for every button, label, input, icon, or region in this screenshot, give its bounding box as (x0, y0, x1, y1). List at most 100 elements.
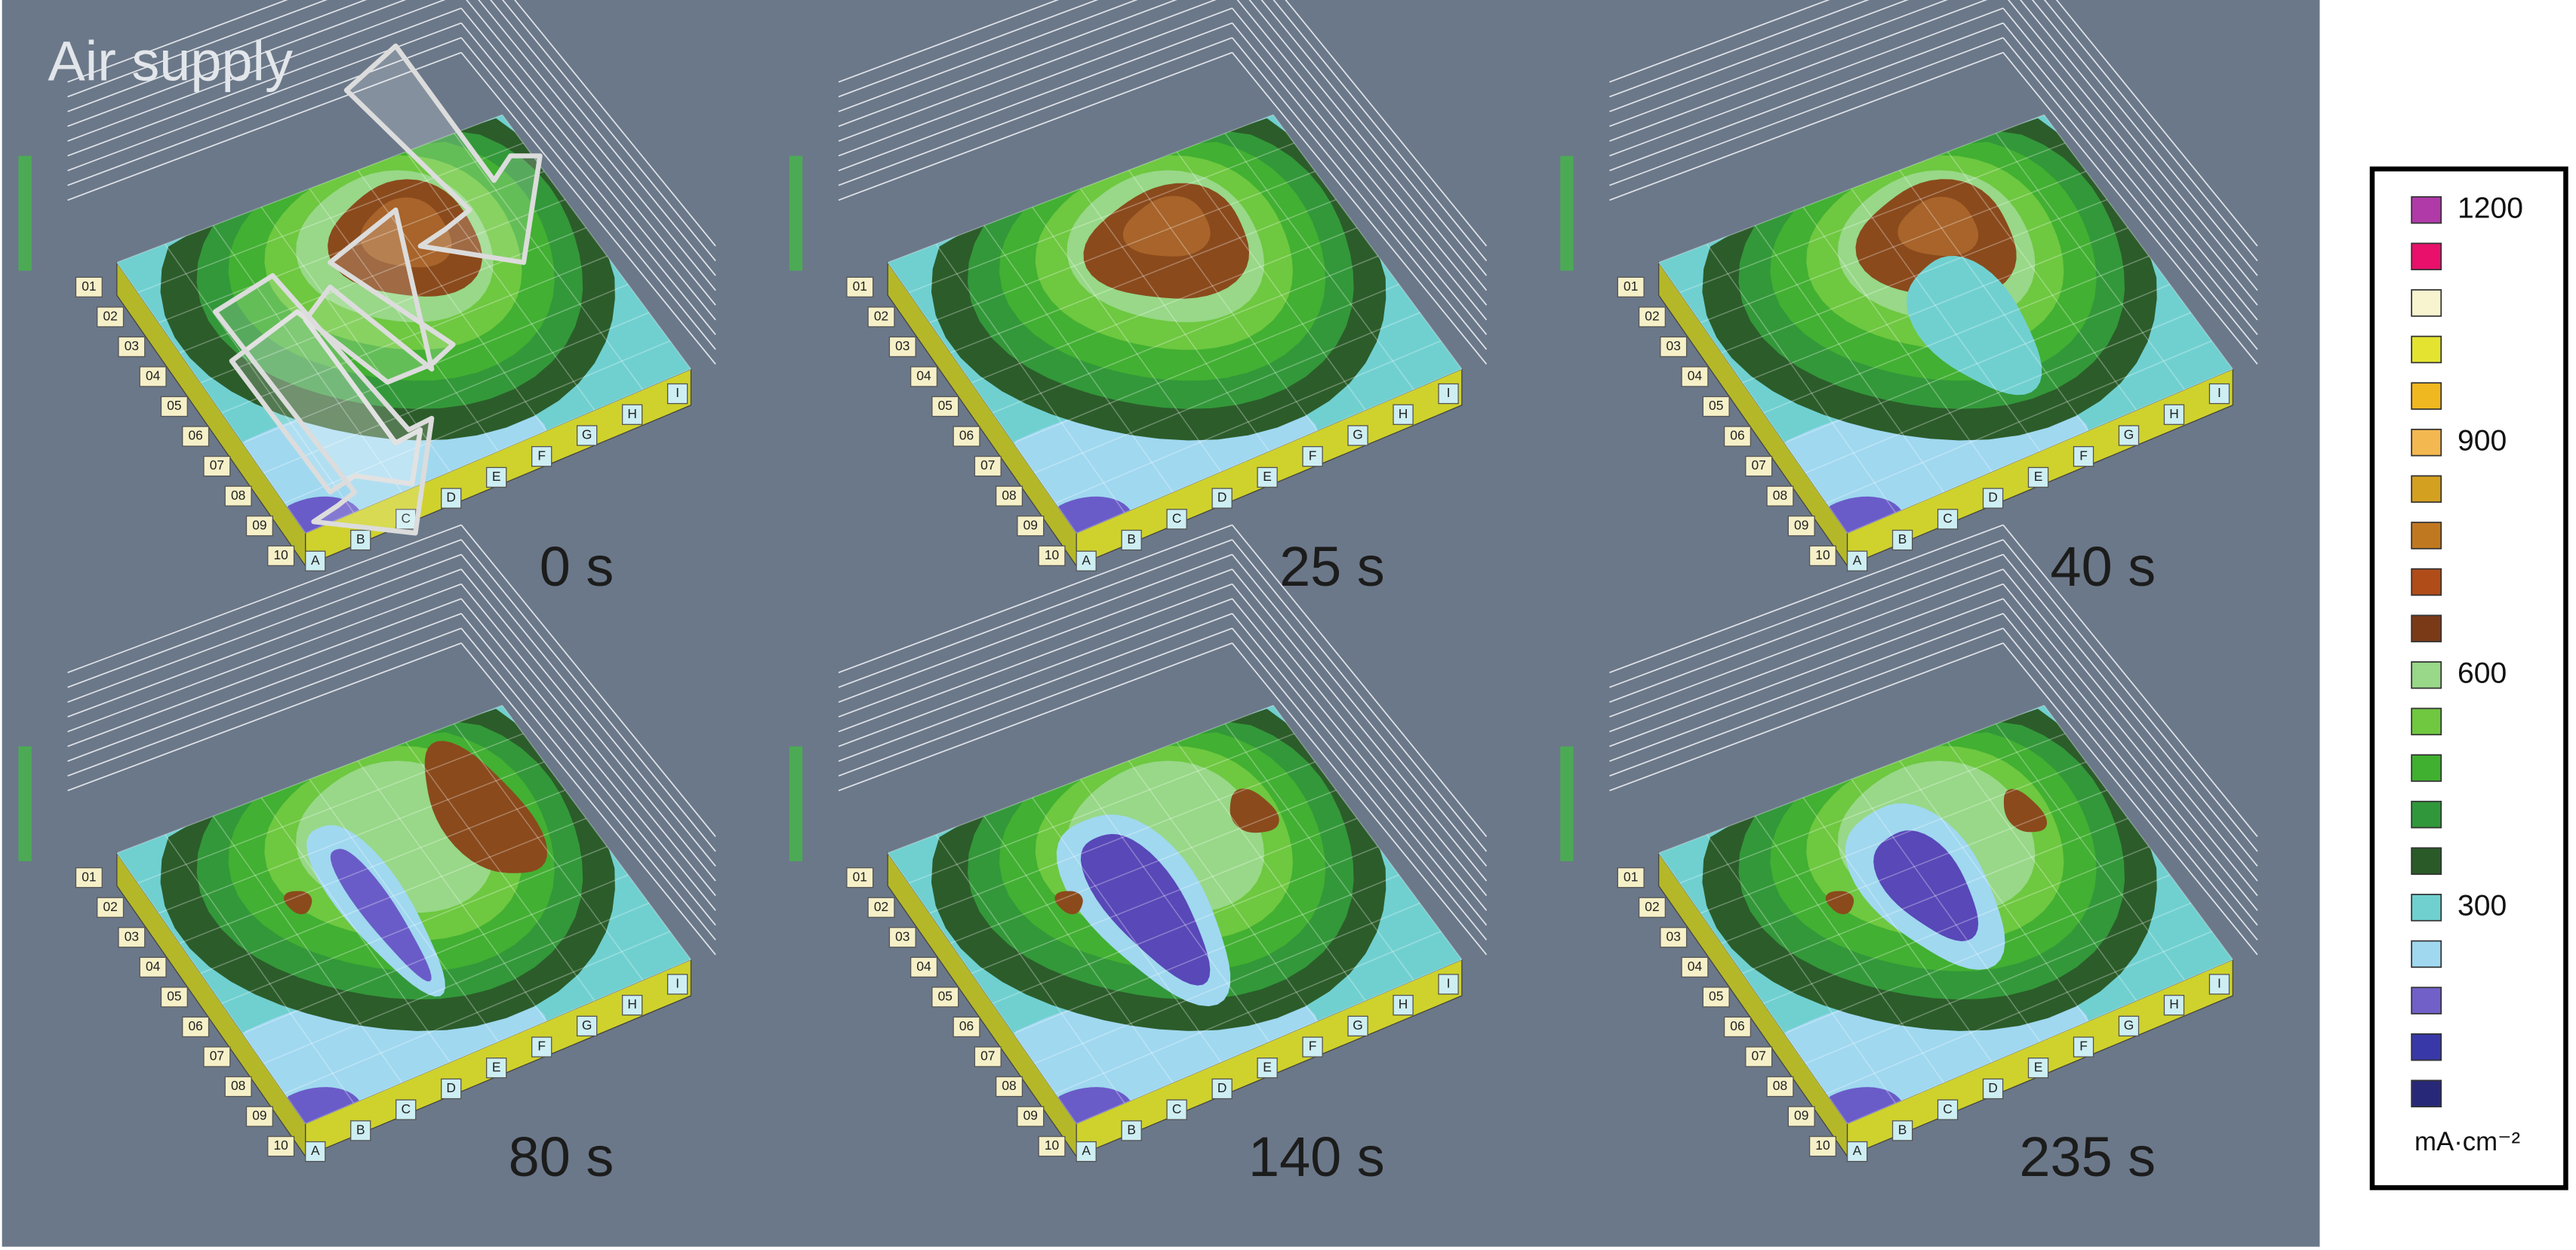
wall-line (67, 553, 462, 703)
axis-tag (18, 155, 32, 271)
surface-grid (1851, 778, 2041, 1042)
legend-swatch (2411, 754, 2442, 782)
surface-grid (1032, 206, 1222, 473)
surface-grid (908, 733, 1294, 884)
row-label: 10 (1045, 1138, 1059, 1153)
column-label-box (1891, 529, 1913, 551)
surface-grid (983, 815, 1174, 1083)
column-label: E (2034, 469, 2043, 484)
row-label: 06 (1730, 1018, 1744, 1033)
row-label: 03 (1667, 338, 1681, 353)
wall-line (838, 583, 1233, 733)
column-label: H (627, 406, 637, 421)
surface-grid (1754, 815, 1944, 1083)
surface-grid (263, 902, 650, 1064)
row-label: 02 (103, 308, 117, 323)
column-label: B (1127, 1122, 1136, 1137)
surface-region (330, 848, 432, 982)
surface-grid (971, 817, 1358, 974)
wall-line (502, 0, 716, 262)
wall-line (460, 51, 716, 365)
column-label-box (1257, 466, 1278, 488)
wall-line (2002, 8, 2258, 321)
column-label-box (1076, 1141, 1097, 1162)
surface-panel: 01 02 03 04 05 06 07 08 09 10 A B C D E F G H I 80 s (18, 524, 716, 1188)
surface-grid (1055, 931, 1442, 1095)
row-label: 08 (231, 488, 245, 503)
row-label-box (867, 897, 895, 918)
row-label-box (160, 987, 188, 1008)
row-label: 10 (1815, 547, 1830, 562)
column-label-box (1257, 1058, 1278, 1079)
surface-grid (221, 255, 608, 414)
row-label-box (996, 485, 1023, 506)
axis-tag (1560, 155, 1574, 271)
surface-grid (116, 704, 503, 854)
wall-line (2002, 642, 2258, 956)
surface-region (1054, 891, 1083, 915)
legend-swatch (2411, 196, 2442, 224)
column-label: A (311, 1143, 320, 1158)
row-label-box (224, 1076, 252, 1098)
axis-tag (789, 746, 803, 861)
row-label: 01 (853, 869, 867, 884)
column-label: D (446, 1080, 456, 1095)
surface-grid (1128, 170, 1318, 431)
column-label: H (1399, 996, 1408, 1011)
column-label: G (582, 427, 592, 442)
wall-line (838, 627, 1233, 777)
surface-grid (116, 262, 306, 534)
surface-grid (1224, 723, 1414, 981)
wall-line (460, 598, 716, 911)
column-label: F (1309, 1039, 1317, 1054)
surface-grid (1055, 340, 1442, 504)
surface-grid (2043, 705, 2233, 960)
column-label: F (2079, 1039, 2088, 1054)
wall-line (67, 568, 462, 718)
surface-grid (992, 845, 1379, 1004)
column-label: A (1853, 553, 1862, 568)
legend-label: 300 (2458, 890, 2507, 922)
legend-label: 600 (2458, 657, 2507, 690)
column-label-box (395, 1099, 417, 1120)
air-arrow (343, 43, 543, 265)
column-label-box (2208, 974, 2230, 995)
row-label-box (1787, 516, 1815, 537)
wall-line (1231, 583, 1488, 897)
row-label: 03 (895, 338, 909, 353)
surface-grid (950, 199, 1337, 353)
surface-grid (929, 171, 1316, 324)
surface-region (1230, 788, 1279, 833)
column-label-box (1347, 425, 1368, 446)
row-label: 10 (1815, 1138, 1830, 1153)
column-label-box (1211, 1078, 1233, 1100)
surface-grid (357, 760, 547, 1022)
row-label-box (1766, 1076, 1794, 1098)
column-label: D (1217, 490, 1227, 505)
surface-grid (137, 142, 524, 294)
wall-line (2002, 598, 2258, 911)
legend-label: 1200 (2458, 192, 2523, 225)
wall-line (1285, 0, 1488, 247)
surface-region (1080, 833, 1211, 986)
surface-grid (1679, 142, 2066, 294)
column-label-box (305, 1141, 326, 1162)
surface-grid (1700, 761, 2087, 914)
row-label: 05 (938, 988, 953, 1003)
column-label-box (1347, 1015, 1368, 1037)
column-label-box (1211, 488, 1233, 509)
row-label: 08 (1002, 1078, 1016, 1093)
row-label-box (267, 1135, 295, 1157)
column-label-box (1937, 509, 1959, 530)
surface-grid (1742, 817, 2128, 974)
wall-line (838, 568, 1233, 718)
wall-line (1609, 583, 2004, 733)
wall-line (67, 51, 462, 201)
column-label: A (1082, 553, 1091, 568)
wall-line (460, 539, 716, 852)
row-label: 08 (1773, 1078, 1787, 1093)
wall-line (838, 0, 1217, 142)
wall-line (1231, 22, 1488, 335)
row-label-box (203, 455, 231, 477)
wall-line (838, 22, 1233, 171)
